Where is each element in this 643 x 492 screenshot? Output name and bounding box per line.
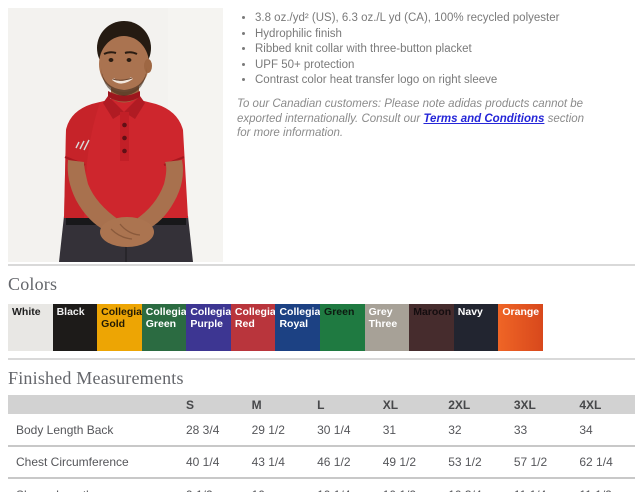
product-details: 3.8 oz./yd² (US), 6.3 oz./L yd (CA), 100…	[237, 8, 635, 262]
note-text-after: section for more information.	[237, 112, 585, 140]
model-red-polo-image	[8, 8, 223, 262]
measurement-value: 33	[503, 414, 570, 446]
measurement-value: 46 1/2	[307, 446, 373, 478]
measurement-value: 62 1/4	[569, 446, 635, 478]
measurements-header-row: S M L XL 2XL 3XL 4XL	[8, 395, 635, 414]
measurement-value: 28 3/4	[176, 414, 242, 446]
table-row: Body Length Back 28 3/4 29 1/2 30 1/4 31 32 33…	[8, 414, 635, 446]
color-swatch-orange[interactable]: Orange	[498, 304, 543, 351]
measurement-value: 49 1/2	[372, 446, 439, 478]
measurement-value: 11 1/2	[569, 478, 635, 492]
size-column-header-m: M	[241, 395, 308, 414]
product-top-section: 3.8 oz./yd² (US), 6.3 oz./L yd (CA), 100…	[8, 8, 635, 262]
note-text-before: To our Canadian customers: Please note a…	[237, 98, 584, 125]
size-column-header-s: S	[176, 395, 242, 414]
color-swatch-collegiate-royal[interactable]: Collegiate Royal	[275, 304, 321, 351]
measurement-row-label: Sleeve Length	[8, 478, 176, 492]
measurement-value: 29 1/2	[241, 414, 308, 446]
size-column-header-2xl: 2XL	[438, 395, 504, 414]
feature-item: Hydrophilic finish	[255, 27, 635, 42]
table-row: Chest Circumference 40 1/4 43 1/4 46 1/2 49 …	[8, 446, 635, 478]
measurements-table: S M L XL 2XL 3XL 4XL Body Length Back 28 3/4 29 …	[8, 395, 635, 492]
size-column-header-4xl: 4XL	[569, 395, 635, 414]
measurement-value: 57 1/2	[503, 446, 570, 478]
feature-item: Ribbed knit collar with three-button pla…	[255, 42, 635, 57]
measurement-value: 43 1/4	[241, 446, 308, 478]
terms-and-conditions-link[interactable]: Terms and Conditions	[423, 112, 545, 125]
feature-item: UPF 50+ protection	[255, 58, 635, 73]
feature-item: 3.8 oz./yd² (US), 6.3 oz./L yd (CA), 100…	[255, 11, 635, 26]
color-swatch-navy[interactable]: Navy	[453, 304, 499, 351]
color-swatch-collegiate-red[interactable]: Collegiate Red	[230, 304, 276, 351]
measurement-value: 40 1/4	[176, 446, 242, 478]
color-swatch-maroon[interactable]: Maroon	[409, 304, 454, 351]
color-swatch-collegiate-gold[interactable]: Collegiate Gold	[97, 304, 142, 351]
measurement-value: 10 1/4	[307, 478, 373, 492]
table-row: Sleeve Length9 1/21010 1/410 1/210 3/411…	[8, 478, 635, 492]
measurement-value: 11 1/4	[503, 478, 570, 492]
measurement-value: 10 3/4	[438, 478, 504, 492]
measurement-value: 34	[569, 414, 635, 446]
measurement-value: 30 1/4	[307, 414, 373, 446]
measurement-value: 32	[438, 414, 504, 446]
measurements-heading: Finished Measurements	[8, 368, 184, 388]
color-swatch-list: WhiteBlackCollegiate GoldCollegiate Gree…	[8, 304, 543, 351]
measurement-value: 10 1/2	[372, 478, 439, 492]
measurement-value: 31	[372, 414, 439, 446]
feature-list: 3.8 oz./yd² (US), 6.3 oz./L yd (CA), 100…	[237, 11, 635, 88]
size-column-header-blank	[8, 395, 176, 414]
measurement-value: 53 1/2	[438, 446, 504, 478]
colors-heading: Colors	[8, 274, 58, 294]
feature-item: Contrast color heat transfer logo on rig…	[255, 73, 635, 88]
adidas-logo-icon	[75, 139, 90, 151]
size-column-header-3xl: 3XL	[503, 395, 570, 414]
color-swatch-black[interactable]: Black	[52, 304, 98, 351]
measurement-row-label: Chest Circumference	[8, 446, 176, 478]
color-swatch-white[interactable]: White	[8, 304, 53, 351]
size-column-header-xl: XL	[372, 395, 439, 414]
canadian-customers-note: To our Canadian customers: Please note a…	[237, 97, 589, 141]
color-swatch-collegiate-purple[interactable]: Collegiate Purple	[186, 304, 231, 351]
measurement-value: 9 1/2	[176, 478, 242, 492]
section-divider	[8, 358, 635, 360]
section-divider	[8, 264, 635, 266]
measurement-value: 10	[241, 478, 308, 492]
size-column-header-l: L	[307, 395, 373, 414]
product-photo	[8, 8, 223, 262]
measurement-row-label: Body Length Back	[8, 414, 176, 446]
color-swatch-grey-three[interactable]: Grey Three	[364, 304, 410, 351]
color-swatch-green[interactable]: Green	[320, 304, 365, 351]
color-swatch-collegiate-green[interactable]: Collegiate Green	[141, 304, 187, 351]
